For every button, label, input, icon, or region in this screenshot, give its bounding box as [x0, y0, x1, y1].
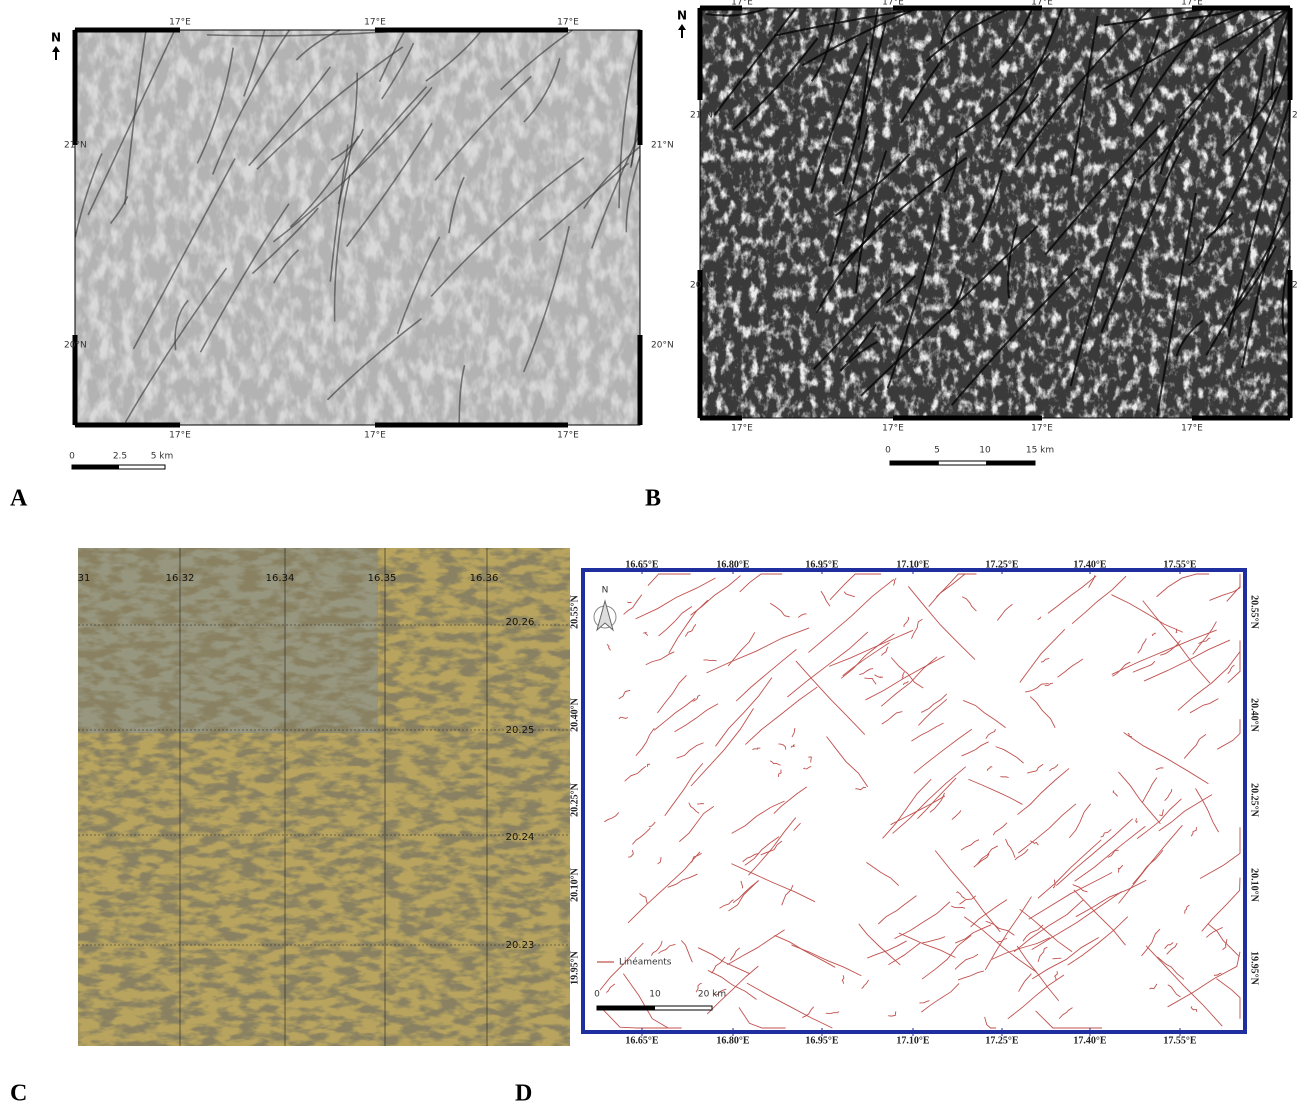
- panel-letter: A: [10, 486, 28, 512]
- scale-label: 0: [69, 452, 75, 462]
- lon-label: 17°E: [169, 18, 191, 28]
- scale-label: 0: [594, 990, 600, 1000]
- grid-label: 20.26: [506, 617, 535, 628]
- lon-label: 17°E: [557, 18, 579, 28]
- lat-label: 19.95°N: [1249, 951, 1260, 985]
- lon-label: 16.95°E: [805, 559, 838, 570]
- grid-label: 16.32: [166, 573, 195, 584]
- scale-label: 15 km: [1026, 446, 1054, 456]
- lat-label: 21°N: [651, 141, 674, 151]
- lat-label: 19.95°N: [569, 950, 580, 984]
- scale-segment: [938, 461, 986, 465]
- panel-letter: B: [645, 486, 661, 512]
- lon-label: 17°E: [882, 0, 904, 8]
- lat-label: 21°N: [690, 111, 713, 121]
- figure: 17°E 17°E 17°E 17°E 17°E 17°E 21°N 20°N 21°N 20°N…: [0, 0, 1298, 1108]
- lon-label: 17.25°E: [985, 1035, 1018, 1046]
- lat-label: 20°N: [64, 341, 87, 351]
- scale-segment: [890, 461, 938, 465]
- north-arrow: [678, 24, 686, 38]
- lat-label: 20.55°N: [569, 594, 580, 628]
- grid-label: 16.34: [266, 573, 295, 584]
- lat-label: 20.10°N: [1249, 868, 1260, 902]
- scale-label: 2.5: [113, 452, 127, 462]
- grid-label: 20.25: [506, 725, 535, 736]
- lat-label: 20.25°N: [1249, 783, 1260, 817]
- grid-label: 20.23: [506, 940, 535, 951]
- north-arrow: [52, 46, 60, 60]
- lon-label: 17.40°E: [1073, 1035, 1106, 1046]
- lon-label: 16.65°E: [625, 1035, 658, 1046]
- lon-label: 16.80°E: [716, 559, 749, 570]
- lon-label: 17.55°E: [1163, 559, 1196, 570]
- lon-label: 17.10°E: [896, 559, 929, 570]
- grid-label: 31: [78, 573, 91, 584]
- lon-label: 16.95°E: [805, 1035, 838, 1046]
- lon-label: 17.40°E: [1073, 559, 1106, 570]
- lat-label: 20.40°N: [569, 697, 580, 731]
- lineament: [628, 602, 631, 603]
- scale-label: 0: [885, 446, 891, 456]
- panels: 17°E 17°E 17°E 17°E 17°E 17°E 21°N 20°N 21°N 20°N…: [10, 0, 1298, 1107]
- scale-segment: [119, 465, 166, 469]
- lon-label: 17°E: [1031, 0, 1053, 8]
- lat-label: 20.10°N: [569, 867, 580, 901]
- lon-label: 17°E: [1181, 0, 1203, 8]
- lat-label: 20.25°N: [569, 782, 580, 816]
- scale-label: 10: [649, 990, 661, 1000]
- lon-label: 17°E: [364, 431, 386, 441]
- scale-label: 20 km: [698, 990, 726, 1000]
- grid-label: 16.35: [368, 573, 397, 584]
- lon-label: 16.80°E: [716, 1035, 749, 1046]
- scale-label: 5 km: [151, 452, 174, 462]
- north-label: N: [51, 31, 61, 45]
- lon-label: 16.65°E: [625, 559, 658, 570]
- lon-label: 17°E: [1031, 424, 1053, 434]
- legend-label: Linéaments: [619, 957, 672, 968]
- scale-label: 5: [934, 446, 940, 456]
- lon-label: 17.10°E: [896, 1035, 929, 1046]
- lat-label: 20°N: [651, 341, 674, 351]
- lat-label: 20.40°N: [1249, 698, 1260, 732]
- lon-label: 17°E: [731, 0, 753, 8]
- lon-label: 17°E: [364, 18, 386, 28]
- lon-label: 17.25°E: [985, 559, 1018, 570]
- lon-label: 17°E: [169, 431, 191, 441]
- grid-label: 16.36: [470, 573, 499, 584]
- lat-label: 21°N: [64, 141, 87, 151]
- lon-label: 17°E: [731, 424, 753, 434]
- relief: [78, 548, 570, 1046]
- lat-label: 20°N: [690, 281, 713, 291]
- scale-segment: [655, 1006, 713, 1010]
- scale-segment: [72, 465, 119, 469]
- lat-label: 20°N: [1292, 281, 1298, 291]
- panel-letter: D: [515, 1081, 532, 1107]
- lineament: [1052, 958, 1061, 959]
- north-label: N: [602, 586, 609, 596]
- lat-label: 21°N: [1292, 111, 1298, 121]
- lon-label: 17°E: [557, 431, 579, 441]
- lat-label: 20.55°N: [1249, 595, 1260, 629]
- scale-label: 10: [979, 446, 991, 456]
- lon-label: 17.55°E: [1163, 1035, 1196, 1046]
- lon-label: 17°E: [1181, 424, 1203, 434]
- lon-label: 17°E: [882, 424, 904, 434]
- north-label: N: [677, 9, 687, 23]
- scale-segment: [597, 1006, 655, 1010]
- panel-letter: C: [10, 1081, 27, 1107]
- scale-segment: [987, 461, 1035, 465]
- grid-label: 20.24: [506, 832, 535, 843]
